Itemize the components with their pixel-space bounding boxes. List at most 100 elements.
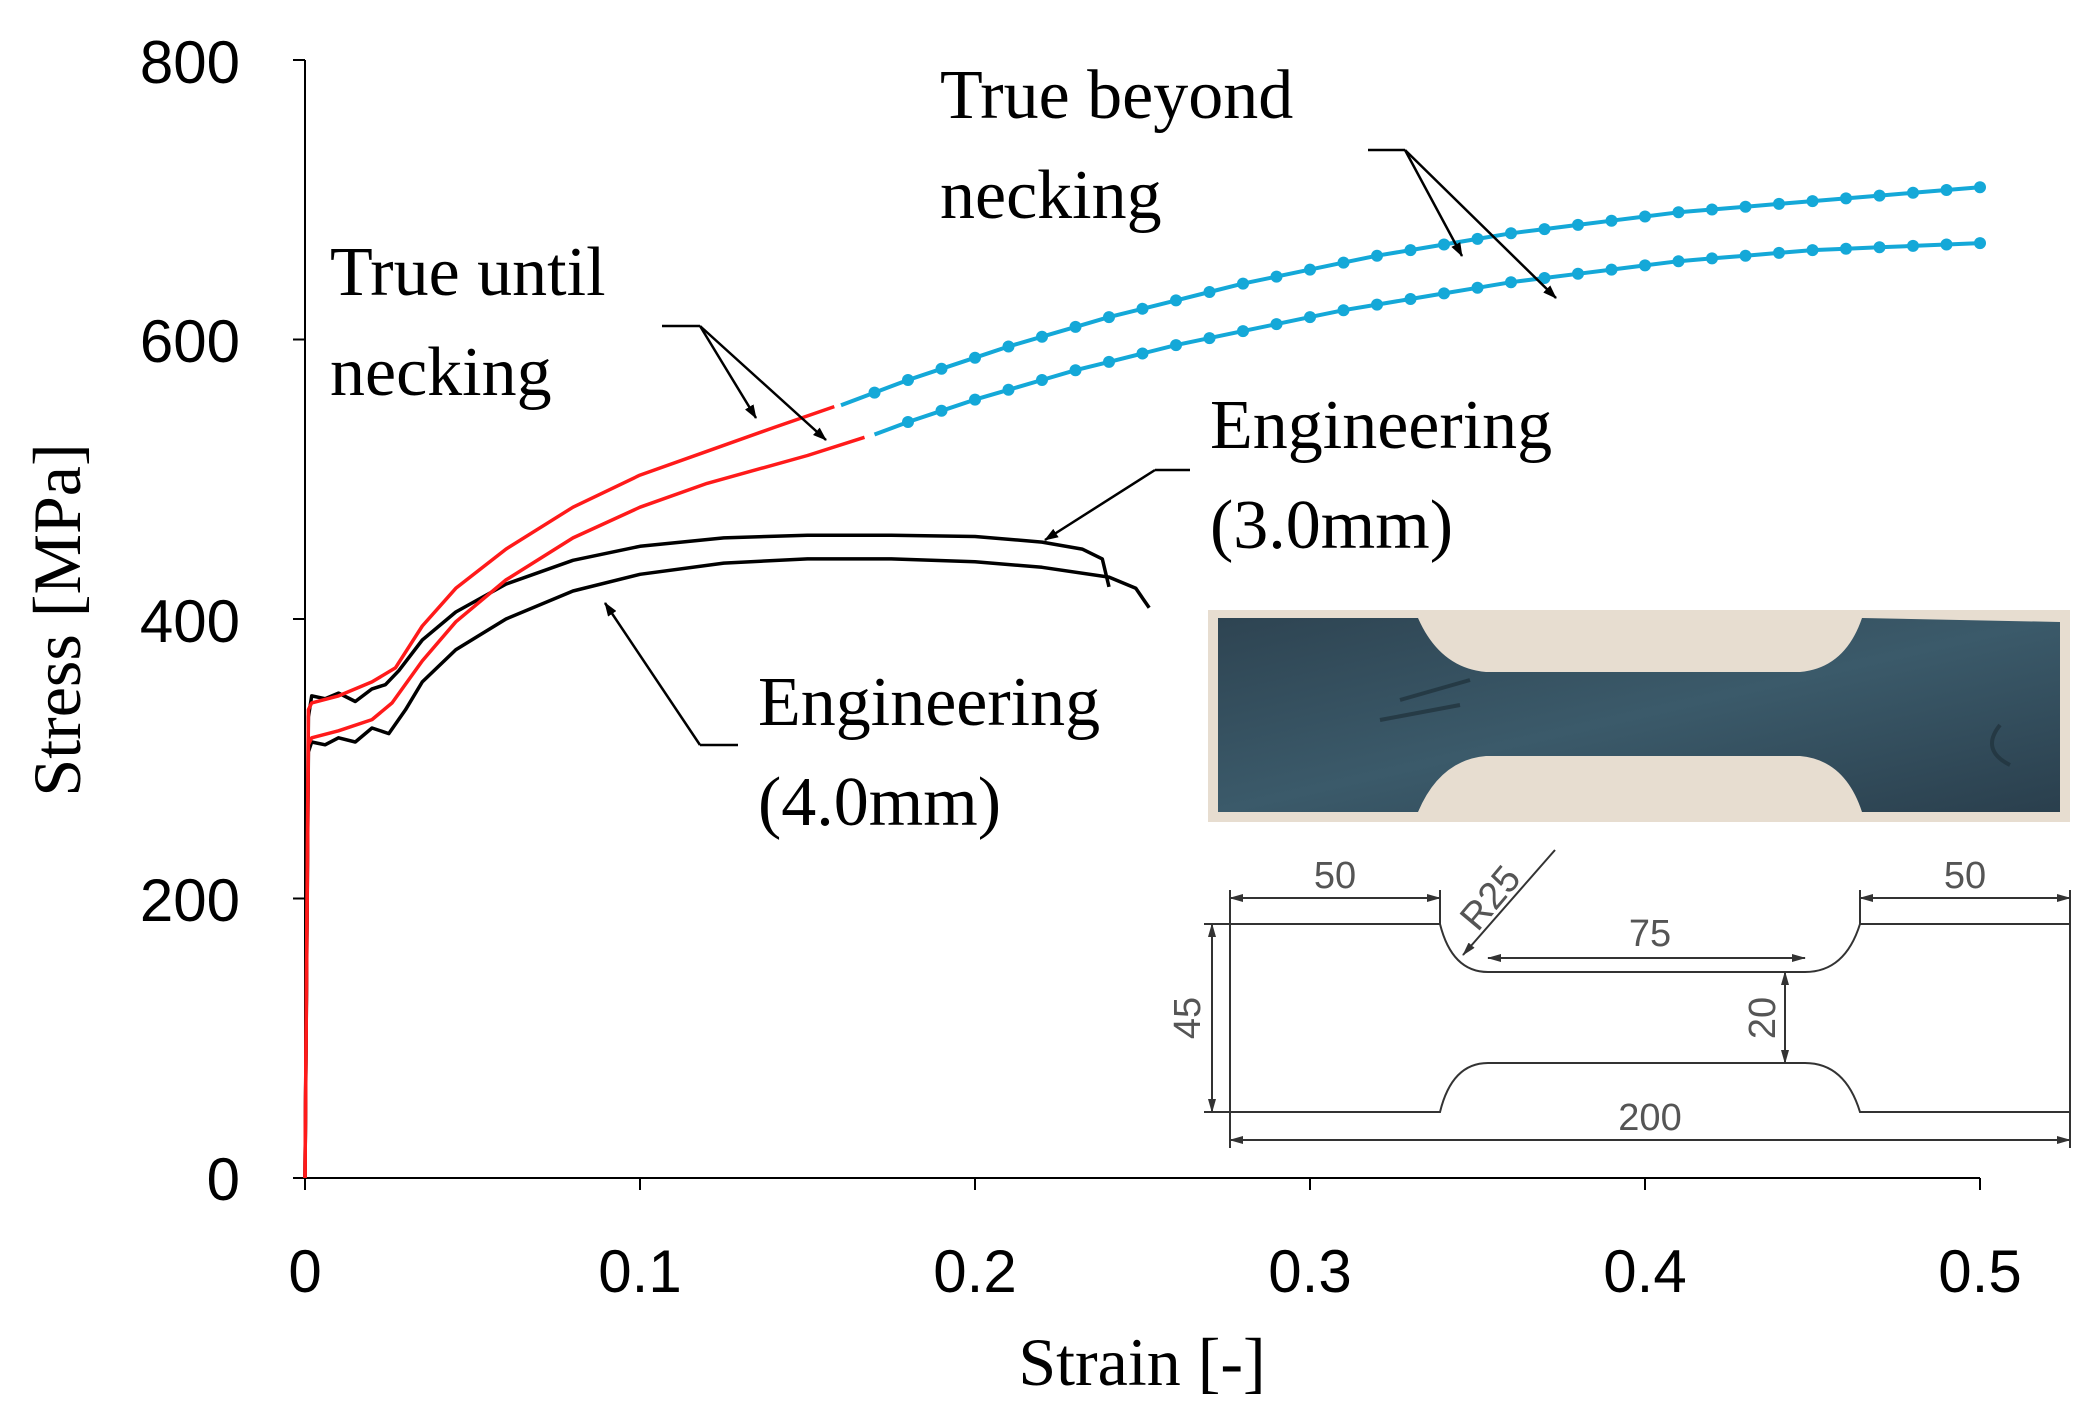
data-point — [1404, 293, 1417, 305]
data-point — [1304, 311, 1316, 324]
data-point — [1069, 364, 1082, 377]
data-point — [902, 416, 914, 428]
series-line-true-beyond-5 — [873, 241, 1981, 437]
data-point — [1739, 200, 1752, 213]
x-tick-label: 0.2 — [933, 1238, 1016, 1305]
data-point — [935, 404, 948, 417]
data-point — [935, 362, 948, 375]
data-point — [1036, 374, 1048, 386]
data-point — [902, 374, 914, 386]
annotations: True until necking True beyond necking E… — [330, 57, 1557, 841]
data-point — [1103, 355, 1115, 368]
data-point — [1002, 340, 1015, 353]
dim-label-45: 45 — [1167, 997, 1209, 1039]
data-point — [1605, 214, 1618, 227]
data-point — [868, 386, 881, 399]
dim-label-20: 20 — [1742, 997, 1784, 1039]
specimen-steel-plate — [1218, 618, 2060, 812]
data-point — [1069, 320, 1082, 333]
x-tick-label: 0.5 — [1938, 1238, 2021, 1305]
data-point — [1639, 210, 1651, 223]
data-point — [1940, 238, 1953, 251]
data-point — [1773, 246, 1785, 259]
y-tick-label: 400 — [140, 588, 240, 655]
arrow-eng-30 — [1044, 468, 1156, 542]
data-point — [1304, 263, 1316, 276]
x-axis-title: Strain [-] — [1018, 1324, 1265, 1400]
data-point — [1706, 252, 1718, 265]
dim-line-r25 — [1462, 849, 1556, 956]
tick-labels: 0 200 400 600 800 0 0.1 0.2 0.3 0.4 0.5 — [140, 29, 2022, 1305]
data-point — [1739, 249, 1752, 262]
data-point — [1103, 311, 1115, 324]
annotation-true-until-line2: necking — [330, 334, 552, 411]
data-point — [969, 351, 981, 364]
data-point — [1806, 195, 1819, 208]
annotation-eng-40-line1: Engineering — [758, 664, 1100, 741]
arrow-eng-40 — [603, 602, 702, 746]
data-point — [1672, 255, 1685, 268]
data-point — [1605, 263, 1618, 276]
y-tick-label: 800 — [140, 29, 240, 96]
data-point — [1337, 304, 1350, 317]
data-point — [1538, 223, 1551, 236]
data-point — [1773, 197, 1785, 210]
y-axis-title: Stress [MPa] — [19, 443, 95, 796]
data-point — [1706, 203, 1718, 216]
data-point — [1371, 249, 1383, 262]
specimen-drawing — [1204, 849, 2071, 1148]
annotation-eng-30-line2: (3.0mm) — [1210, 487, 1453, 564]
data-point — [1203, 332, 1216, 345]
data-point — [1136, 302, 1149, 315]
series-layer — [303, 181, 1986, 1179]
data-point — [1170, 339, 1182, 352]
data-point — [1940, 184, 1953, 196]
series-line-true-until-3 — [303, 435, 866, 1179]
data-point — [1337, 256, 1350, 269]
annotation-true-beyond-line1: True beyond — [940, 57, 1293, 134]
data-point — [1974, 237, 1986, 250]
y-tick-label: 200 — [140, 867, 240, 934]
data-point — [1136, 347, 1149, 360]
x-tick-label: 0.4 — [1603, 1238, 1686, 1305]
x-tick-label: 0.3 — [1268, 1238, 1351, 1305]
data-point — [1907, 186, 1919, 199]
data-point — [1840, 242, 1852, 255]
dim-label-50-left: 50 — [1314, 855, 1356, 897]
x-tick-label: 0.1 — [598, 1238, 681, 1305]
data-point — [1237, 325, 1249, 338]
arrow-true-beyond-upper — [1403, 149, 1464, 257]
annotation-eng-30-line1: Engineering — [1210, 387, 1552, 464]
data-point — [1572, 218, 1584, 231]
dim-label-50-right: 50 — [1944, 855, 1986, 897]
data-point — [1471, 281, 1484, 294]
data-point — [1873, 189, 1886, 202]
data-point — [1438, 287, 1450, 300]
data-point — [1404, 244, 1417, 257]
data-point — [1572, 267, 1584, 280]
data-point — [1505, 227, 1517, 240]
data-point — [1840, 192, 1852, 205]
arrow-true-until-upper — [698, 325, 758, 419]
specimen-marks — [1379, 678, 2011, 767]
specimen-photo — [1208, 610, 2070, 822]
annotation-true-until-line1: True until — [330, 234, 606, 311]
series-line-engineering-0 — [303, 533, 1111, 1179]
x-tick-label: 0 — [288, 1238, 321, 1305]
data-point — [1002, 383, 1015, 396]
data-point — [1907, 239, 1919, 252]
series-line-engineering-1 — [303, 557, 1151, 1179]
dim-label-75: 75 — [1629, 913, 1671, 955]
data-point — [1203, 286, 1216, 298]
data-point — [1270, 270, 1283, 283]
annotation-eng-40-line2: (4.0mm) — [758, 764, 1001, 841]
axis-ticks — [293, 59, 1981, 1190]
data-point — [1237, 277, 1249, 290]
data-point — [1036, 330, 1048, 343]
data-point — [1170, 294, 1182, 307]
data-point — [1505, 276, 1517, 289]
data-point — [1672, 206, 1685, 219]
y-tick-label: 0 — [207, 1146, 240, 1213]
annotation-true-beyond-line2: necking — [940, 157, 1162, 234]
data-point — [1538, 272, 1551, 284]
